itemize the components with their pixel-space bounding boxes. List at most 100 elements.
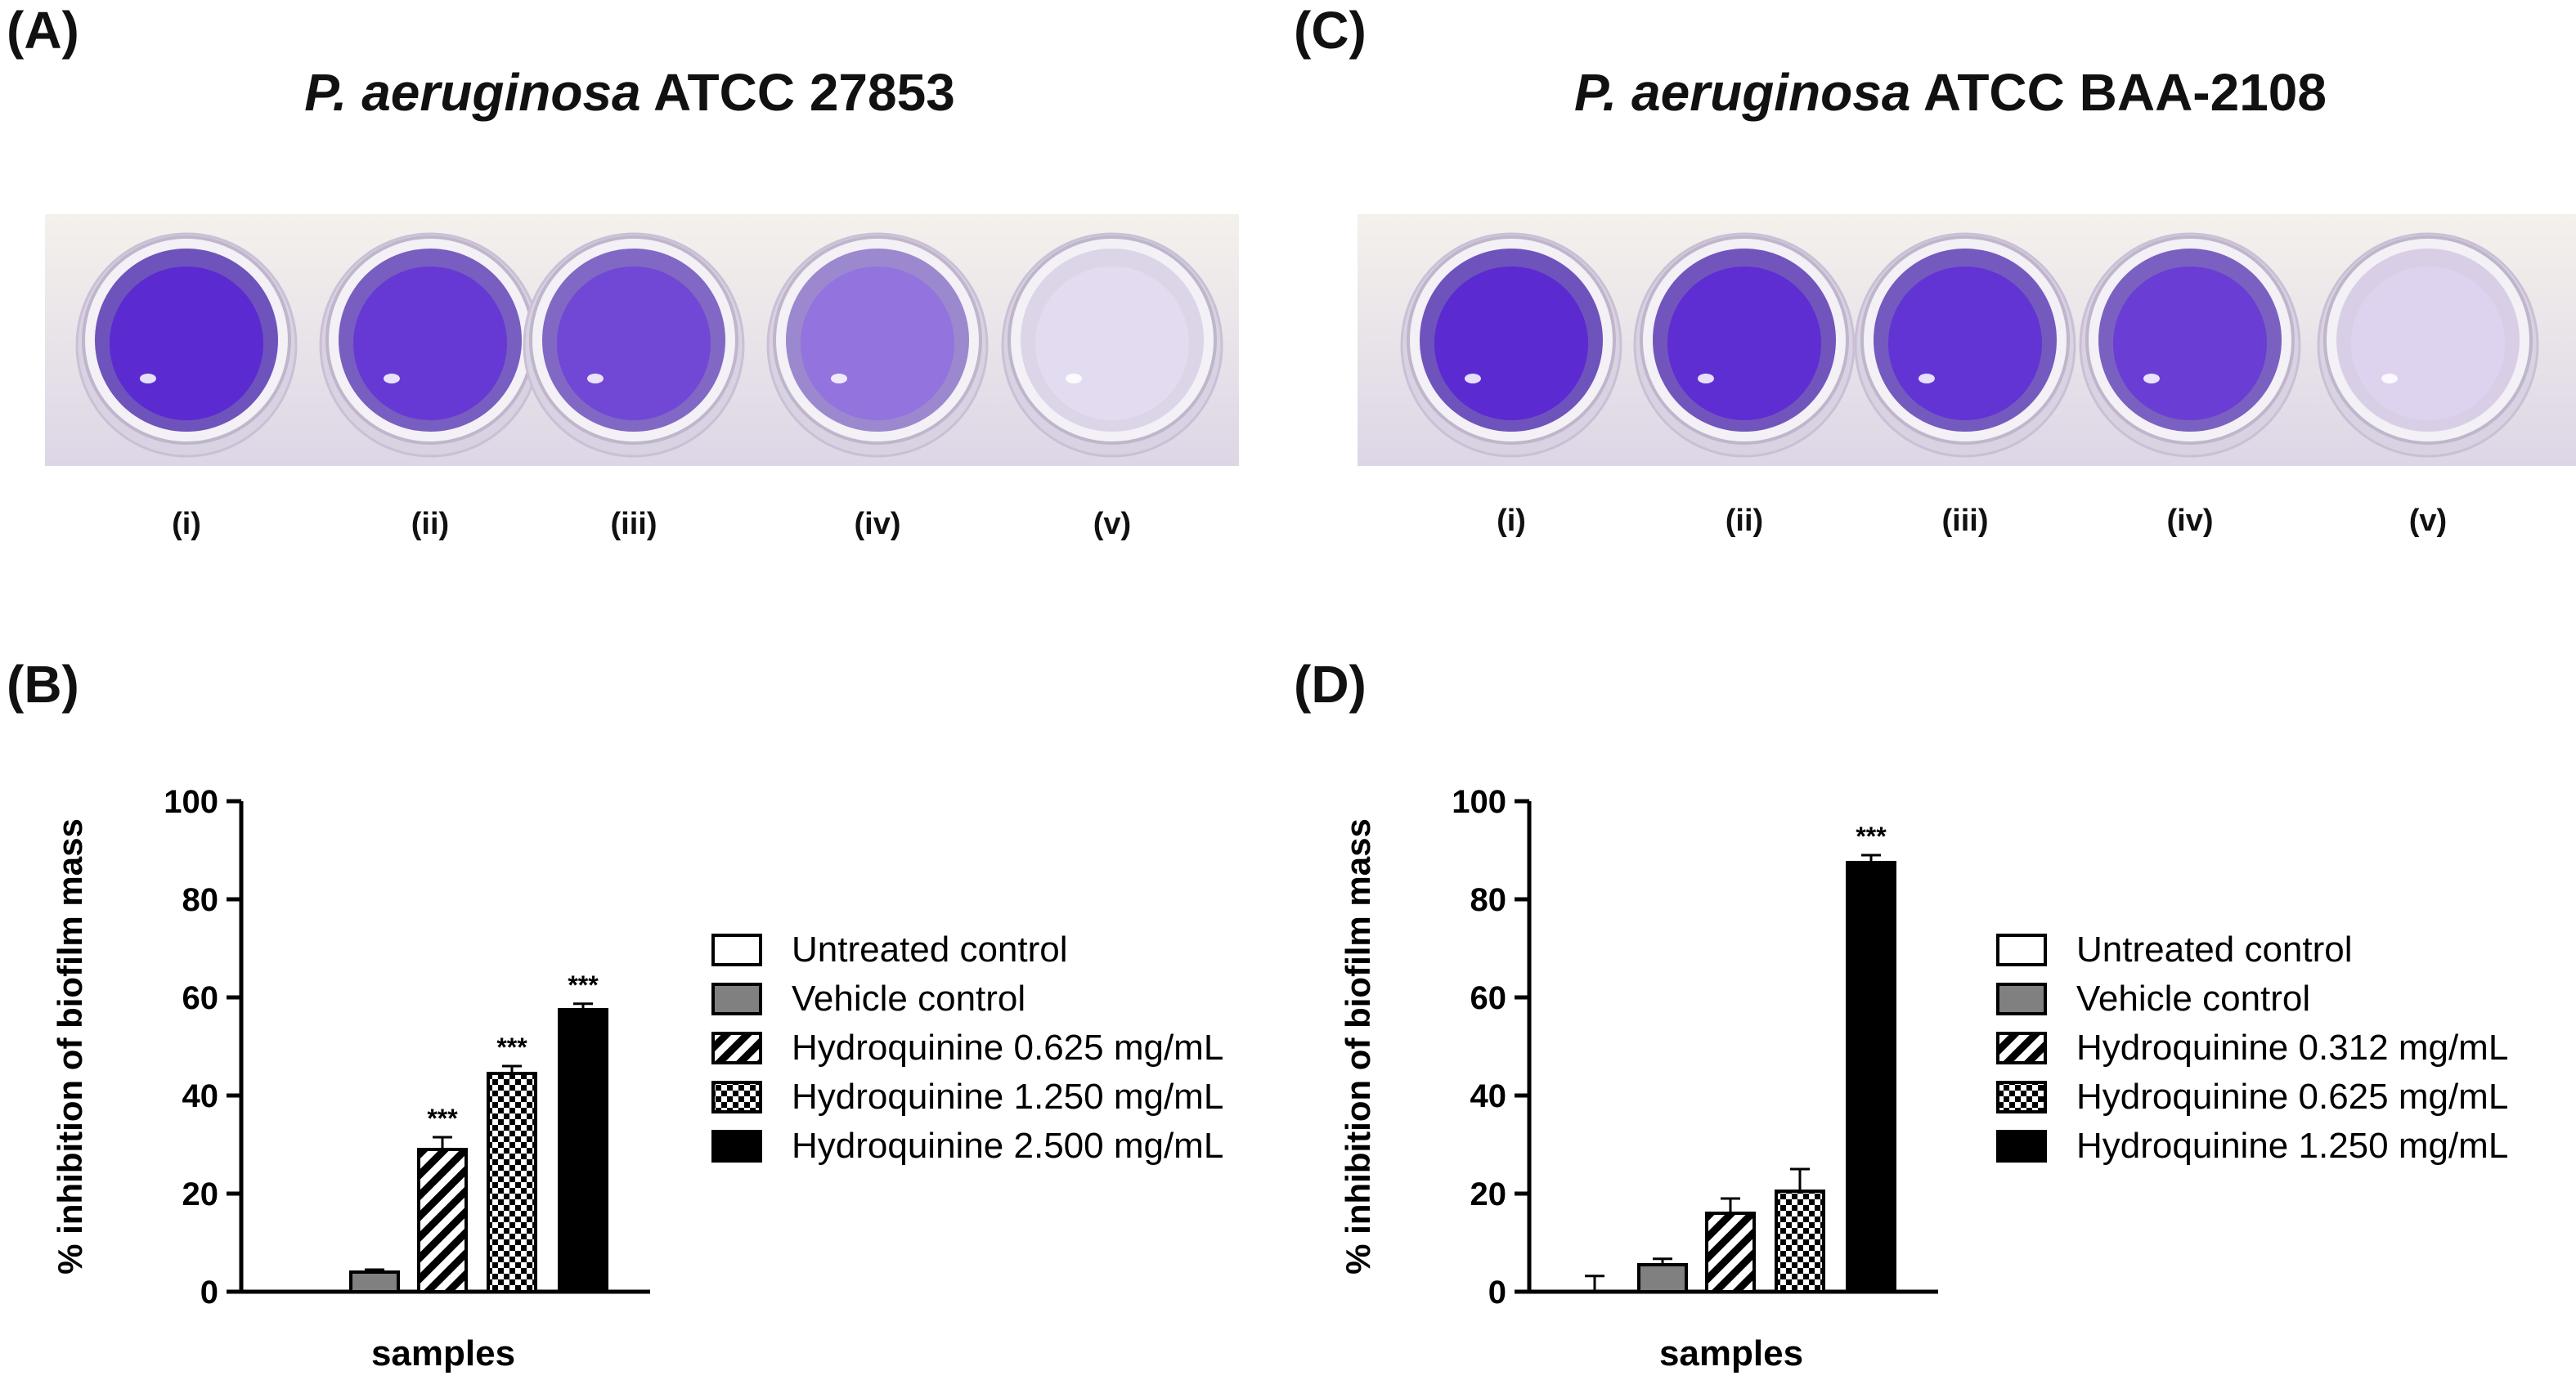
well-plate-photo-c (1358, 214, 2576, 466)
y-tick-label: 100 (164, 784, 218, 820)
panel-label-b: (B) (7, 655, 79, 714)
plate-well (2079, 232, 2301, 458)
well-reflection (2143, 374, 2160, 384)
well-reflection (1918, 374, 1935, 384)
y-axis-label: % inhibition of biofilm mass (1339, 818, 1377, 1275)
well-stain (110, 267, 263, 420)
bar (417, 1148, 468, 1293)
well-reflection (830, 374, 847, 384)
bar-chart-d: % inhibition of biofilm mass 0 20 40 60 80 100… (1339, 784, 2508, 1373)
plate-well (1633, 232, 1856, 458)
bar (1637, 1263, 1688, 1293)
legend-entry: Hydroquinine 0.625 mg/mL (792, 1028, 1223, 1068)
panel-label-d: (D) (1294, 655, 1367, 714)
plate-well (319, 232, 541, 458)
well-label: (i) (1497, 504, 1526, 538)
well-reflection (1697, 374, 1714, 384)
well-stain (2113, 267, 2267, 420)
plate-well (1400, 232, 1622, 458)
plate-well (75, 232, 298, 458)
well-label: (ii) (1725, 504, 1764, 538)
strain-id: ATCC 27853 (653, 63, 955, 122)
well-stain (801, 267, 954, 420)
significance-label: *** (1856, 822, 1887, 851)
bar (1846, 861, 1896, 1293)
species-name: P. aeruginosa (1574, 63, 1911, 122)
y-tick-label: 60 (1470, 980, 1507, 1016)
y-tick-label: 40 (1470, 1078, 1507, 1114)
well-label: (iv) (2166, 504, 2214, 538)
legend-entry: Vehicle control (2076, 979, 2310, 1019)
plate-well (2317, 232, 2539, 458)
y-tick-label: 40 (182, 1078, 219, 1114)
strain-id: ATCC BAA-2108 (1923, 63, 2327, 122)
well-stain (1667, 267, 1821, 420)
panel-label-c: (C) (1294, 1, 1367, 60)
x-axis-label: samples (1659, 1333, 1803, 1373)
y-tick-label: 0 (1488, 1275, 1506, 1311)
significance-label: *** (496, 1033, 527, 1062)
well-reflection (1065, 374, 1082, 384)
well-stain (2351, 267, 2505, 420)
bar (558, 1008, 608, 1293)
well-reflection (586, 374, 604, 384)
legend-entry: Hydroquinine 1.250 mg/mL (2076, 1126, 2508, 1166)
well-label: (iv) (854, 507, 901, 541)
y-tick-label: 80 (182, 882, 219, 918)
species-name: P. aeruginosa (304, 63, 641, 122)
well-reflection (1464, 374, 1481, 384)
well-reflection (139, 374, 156, 384)
y-tick-label: 0 (200, 1275, 218, 1311)
bar (1775, 1190, 1825, 1293)
well-label: (v) (2408, 504, 2448, 538)
bar (349, 1270, 400, 1293)
legend-swatch (711, 934, 762, 966)
legend-entry: Hydroquinine 2.500 mg/mL (792, 1126, 1223, 1166)
strain-title-c: P. aeruginosa ATCC BAA-2108 (1325, 62, 2576, 123)
legend-entry: Vehicle control (792, 979, 1025, 1019)
well-label: (i) (172, 507, 201, 541)
well-stain (557, 267, 711, 420)
legend-swatch (1996, 1032, 2047, 1064)
well-reflection (2381, 374, 2398, 384)
well-label: (iii) (1941, 504, 1989, 538)
legend-swatch (1996, 1130, 2047, 1163)
well-label: (v) (1093, 507, 1132, 541)
plate-well (523, 232, 745, 458)
legend-entry: Hydroquinine 0.625 mg/mL (2076, 1077, 2508, 1117)
strain-title-a: P. aeruginosa ATCC 27853 (0, 62, 1259, 123)
legend-entry: Hydroquinine 1.250 mg/mL (792, 1077, 1223, 1117)
well-stain (353, 267, 507, 420)
panel-label-a: (A) (7, 1, 79, 60)
significance-label: *** (568, 970, 599, 1000)
bar (1705, 1212, 1756, 1293)
legend-swatch (711, 1081, 762, 1113)
y-tick-label: 60 (182, 980, 219, 1016)
well-stain (1434, 267, 1588, 420)
bar-chart-b: % inhibition of biofilm mass 0 20 40 60 80 100… (51, 784, 1223, 1373)
well-reflection (383, 374, 400, 384)
well-stain (1888, 267, 2042, 420)
y-tick-label: 20 (1470, 1176, 1507, 1212)
legend-entry: Untreated control (2076, 930, 2353, 970)
legend-swatch (1996, 1081, 2047, 1113)
legend-swatch (1996, 934, 2047, 966)
plate-well (1001, 232, 1223, 458)
legend-swatch (711, 1130, 762, 1163)
y-tick-label: 80 (1470, 882, 1507, 918)
well-label: (iii) (610, 507, 657, 541)
plate-well (1854, 232, 2076, 458)
well-label: (ii) (411, 507, 450, 541)
well-plate-photo-a (45, 214, 1239, 466)
x-axis-label: samples (371, 1333, 515, 1373)
legend-swatch (711, 1032, 762, 1064)
legend-swatch (1996, 983, 2047, 1015)
y-tick-label: 100 (1452, 784, 1506, 820)
legend-entry: Hydroquinine 0.312 mg/mL (2076, 1028, 2508, 1068)
significance-label: *** (427, 1104, 458, 1133)
legend-entry: Untreated control (792, 930, 1068, 970)
y-axis-label: % inhibition of biofilm mass (51, 818, 89, 1275)
well-stain (1035, 267, 1189, 420)
plate-well (766, 232, 989, 458)
bar (487, 1072, 537, 1293)
